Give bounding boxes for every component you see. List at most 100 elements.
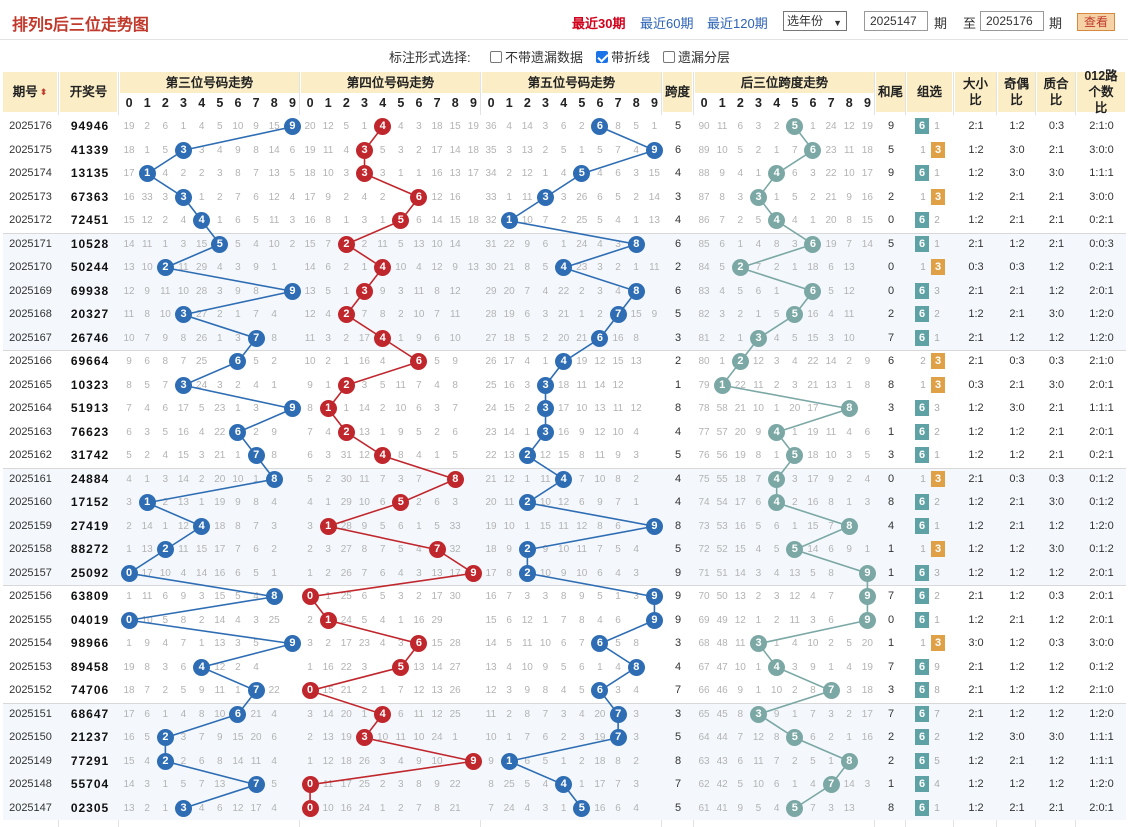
miss-value: 19 bbox=[807, 426, 819, 438]
sum-tail-value: 1 bbox=[887, 566, 895, 579]
miss-value: 84 bbox=[698, 262, 710, 273]
miss-value: 48 bbox=[716, 638, 728, 649]
number-ball: 9 bbox=[464, 564, 482, 582]
miss-value: 1 bbox=[737, 238, 744, 250]
route012-ratio: 1:2:0 bbox=[1089, 707, 1114, 720]
miss-value: 24 bbox=[503, 802, 515, 814]
miss-value: 18 bbox=[861, 685, 873, 696]
period-header[interactable]: 期号 ⬍ bbox=[3, 72, 58, 112]
miss-value: 16 bbox=[861, 191, 873, 203]
miss-value: 4 bbox=[773, 332, 780, 344]
miss-value: 2 bbox=[719, 332, 725, 344]
pos5-header: 第五位号码走势 bbox=[482, 72, 662, 93]
miss-value: 10 bbox=[539, 497, 551, 508]
miss-value: 12 bbox=[431, 708, 443, 720]
number-ball: 2 bbox=[337, 306, 355, 324]
miss-value: 6 bbox=[416, 403, 422, 414]
tab-recent-30[interactable]: 最近30期 bbox=[572, 16, 626, 31]
digit-header: 2 bbox=[161, 96, 169, 110]
miss-value: 7 bbox=[506, 591, 512, 602]
period-cell: 2025173 bbox=[9, 190, 52, 203]
miss-value: 4 bbox=[560, 685, 567, 696]
from-issue-input[interactable]: 2025147 bbox=[864, 11, 928, 31]
checkbox-checked-icon[interactable] bbox=[596, 51, 608, 63]
miss-value: 3 bbox=[325, 332, 331, 344]
miss-value: 7 bbox=[846, 238, 852, 250]
checkbox-icon[interactable] bbox=[663, 51, 675, 63]
miss-value: 26 bbox=[358, 755, 370, 767]
miss-value: 13 bbox=[431, 567, 443, 579]
miss-value: 13 bbox=[177, 497, 189, 508]
option-polyline[interactable]: 带折线 bbox=[596, 47, 650, 66]
span-value: 3 bbox=[674, 331, 682, 344]
miss-value: 33 bbox=[141, 191, 153, 203]
number-ball: 1 bbox=[713, 376, 731, 394]
miss-value: 7 bbox=[416, 473, 422, 485]
miss-value: 13 bbox=[734, 591, 746, 602]
miss-value: 6 bbox=[144, 708, 150, 720]
miss-value: 1 bbox=[162, 802, 169, 814]
miss-value: 14 bbox=[449, 238, 461, 250]
miss-value: 1 bbox=[773, 285, 780, 297]
tab-recent-120[interactable]: 最近120期 bbox=[707, 16, 768, 31]
to-issue-input[interactable]: 2025176 bbox=[980, 11, 1044, 31]
options-label: 标注形式选择: bbox=[389, 50, 471, 65]
span-value: 3 bbox=[674, 707, 682, 720]
miss-value: 1 bbox=[162, 238, 169, 250]
miss-value: 2 bbox=[773, 262, 780, 273]
sum-tail-value: 0 bbox=[887, 613, 895, 626]
miss-value: 12 bbox=[576, 520, 588, 532]
miss-value: 8 bbox=[452, 379, 458, 391]
miss-value: 25 bbox=[576, 215, 588, 226]
group6-badge: 6 bbox=[915, 235, 929, 252]
miss-value: 17 bbox=[431, 591, 443, 602]
option-no-miss[interactable]: 不带遗漏数据 bbox=[490, 47, 583, 66]
miss-value: 1 bbox=[253, 473, 259, 485]
miss-value: 2 bbox=[307, 544, 313, 555]
miss-value: 1 bbox=[126, 638, 132, 649]
miss-value: 1 bbox=[791, 779, 798, 790]
miss-value: 24 bbox=[485, 403, 497, 414]
miss-value: 86 bbox=[698, 215, 710, 226]
miss-value: 5 bbox=[379, 520, 386, 532]
view-button[interactable]: 查看 bbox=[1077, 13, 1115, 31]
number-ball: 2 bbox=[337, 376, 355, 394]
tab-recent-60[interactable]: 最近60期 bbox=[640, 16, 694, 31]
sort-icon[interactable]: ⬍ bbox=[39, 87, 48, 97]
miss-value: 1 bbox=[198, 638, 205, 649]
miss-value: 14 bbox=[431, 661, 443, 673]
year-select[interactable]: 选年份 bbox=[783, 11, 847, 32]
miss-value: 9 bbox=[846, 191, 852, 203]
miss-value: 3 bbox=[846, 450, 852, 461]
miss-value: 4 bbox=[126, 473, 132, 485]
miss-value: 19 bbox=[485, 520, 497, 532]
miss-value: 3 bbox=[452, 497, 458, 508]
route012-ratio: 0:2:1 bbox=[1089, 449, 1114, 461]
miss-value: 16 bbox=[322, 661, 334, 673]
miss-value: 2 bbox=[325, 567, 331, 579]
miss-value: 3 bbox=[307, 708, 313, 720]
number-ball: 9 bbox=[283, 635, 301, 653]
miss-value: 11 bbox=[377, 238, 388, 250]
group-miss: 1 bbox=[920, 544, 926, 555]
sum-tail-value: 1 bbox=[887, 425, 895, 438]
route012-ratio: 0:1:2 bbox=[1089, 496, 1114, 508]
period-cell: 2025148 bbox=[9, 778, 52, 790]
miss-value: 43 bbox=[716, 755, 728, 767]
miss-value: 6 bbox=[542, 732, 549, 743]
miss-value: 20 bbox=[304, 121, 316, 132]
size-ratio: 1:2 bbox=[968, 190, 984, 203]
odd-even-ratio: 2:1 bbox=[1009, 308, 1025, 320]
miss-value: 18 bbox=[431, 121, 443, 132]
miss-value: 3 bbox=[597, 285, 603, 297]
checkbox-icon[interactable] bbox=[490, 51, 502, 63]
miss-value: 8 bbox=[253, 285, 259, 297]
miss-value: 20 bbox=[594, 708, 606, 720]
miss-value: 6 bbox=[578, 661, 585, 673]
miss-value: 19 bbox=[825, 238, 837, 250]
digit-header: 7 bbox=[614, 96, 622, 110]
option-miss-layer[interactable]: 遗漏分层 bbox=[663, 47, 730, 66]
